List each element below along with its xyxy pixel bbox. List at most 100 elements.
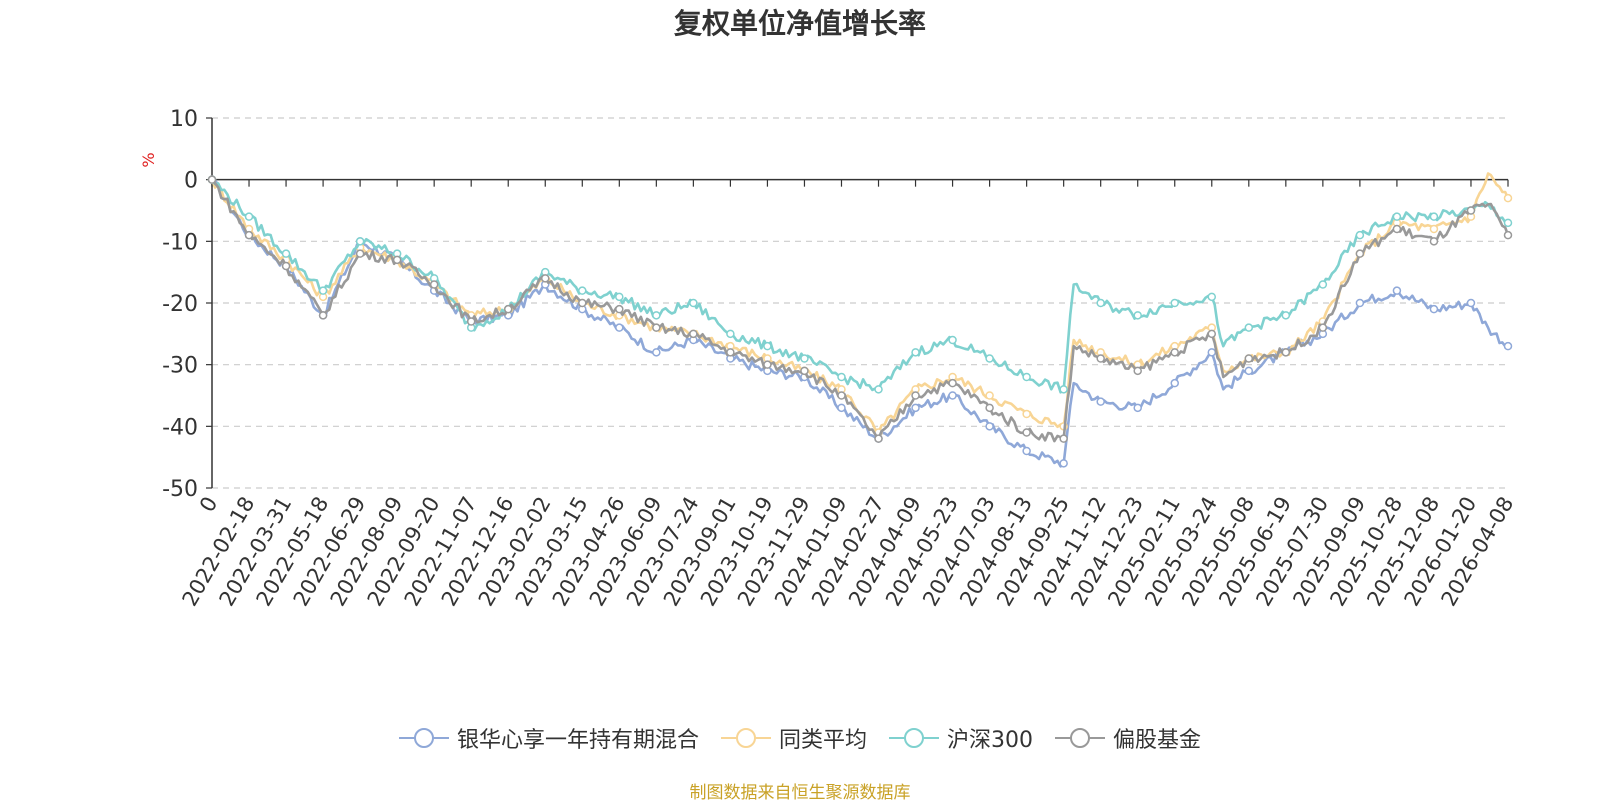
series-0-point-25 (1133, 403, 1142, 413)
series-1-point-35 (1503, 193, 1513, 203)
series-3-point-18 (874, 434, 883, 443)
legend-label-1: 同类平均 (778, 728, 867, 753)
series-3-point-28 (1244, 354, 1254, 363)
series-2-point-26 (1170, 298, 1179, 308)
series-3-point-11 (615, 304, 624, 314)
series-2-point-25 (1133, 311, 1142, 320)
series-2-point-28 (1244, 323, 1254, 332)
series-line-3 (211, 178, 1510, 443)
series-0-point-20 (948, 391, 957, 400)
series-0-point-24 (1096, 397, 1105, 406)
series-3-point-2 (281, 261, 291, 271)
x-tick-label-0: 0 (195, 493, 222, 517)
legend-label-0: 银华心享一年持有期混合 (456, 728, 699, 753)
series-2-point-30 (1318, 280, 1328, 289)
series-2-point-20 (948, 335, 957, 345)
y-tick-label-1: 0 (184, 169, 198, 194)
series-0-point-32 (1392, 286, 1402, 295)
series-3-point-4 (355, 249, 365, 258)
series-2-point-22 (1022, 372, 1031, 382)
series-2-point-24 (1096, 298, 1105, 308)
series-3-point-5 (392, 255, 402, 265)
series-3-point-33 (1429, 237, 1439, 246)
series-0-point-35 (1503, 341, 1513, 351)
series-3-point-20 (948, 378, 957, 388)
series-3-point-6 (429, 280, 439, 289)
series-3-point-0 (207, 175, 217, 184)
series-0-point-33 (1429, 304, 1439, 314)
series-2-point-10 (578, 286, 587, 295)
series-0-point-21 (985, 422, 994, 431)
series-3-point-7 (466, 317, 476, 326)
series-2-point-21 (985, 354, 994, 363)
series-0-point-34 (1466, 298, 1476, 308)
series-3-point-15 (763, 360, 772, 369)
series-1-point-21 (985, 391, 994, 400)
data-source-note: 制图数据来自恒生聚源数据库 (689, 783, 911, 803)
series-2-point-31 (1355, 230, 1365, 240)
series-3-point-26 (1170, 348, 1179, 357)
series-2-point-23 (1059, 385, 1068, 394)
series-2-point-15 (763, 341, 772, 351)
series-3-point-16 (800, 366, 809, 376)
series-3-point-22 (1022, 428, 1031, 437)
series-3-point-24 (1096, 354, 1105, 363)
series-0-point-23 (1059, 459, 1068, 468)
series-0-point-19 (911, 403, 920, 413)
legend-label-2: 沪深300 (947, 728, 1033, 753)
series-1-point-33 (1429, 224, 1439, 234)
series-3-point-13 (689, 329, 698, 339)
y-tick-label-2: -10 (162, 230, 198, 255)
series-2-point-18 (874, 385, 883, 394)
series-3-point-30 (1318, 323, 1328, 332)
y-tick-label-4: -30 (162, 354, 198, 379)
legend-swatch-0 (398, 728, 449, 748)
series-3-point-1 (244, 230, 254, 240)
series-2-point-11 (615, 292, 624, 302)
series-2-point-3 (318, 286, 328, 295)
series-3-point-29 (1281, 348, 1291, 357)
series-2-point-13 (689, 298, 698, 308)
series-3-point-19 (911, 391, 920, 400)
chart-title: 复权单位净值增长率 (673, 7, 926, 40)
legend-item-3[interactable]: 偏股基金 (1055, 722, 1201, 754)
series-2-point-35 (1503, 218, 1513, 228)
series-2-point-17 (837, 372, 846, 382)
series-3-point-8 (503, 304, 513, 314)
series-3-point-3 (318, 311, 328, 320)
series-0-point-26 (1170, 378, 1179, 388)
series-0-point-11 (615, 323, 624, 332)
series-line-2 (210, 178, 1509, 394)
series-3-point-17 (837, 391, 846, 400)
legend-item-2[interactable]: 沪深300 (889, 722, 1033, 754)
series-2-point-12 (652, 311, 661, 320)
legend-item-0[interactable]: 银华心享一年持有期混合 (398, 722, 699, 754)
series-1-point-22 (1022, 409, 1031, 419)
series-3-point-10 (578, 298, 587, 308)
series-3-point-12 (652, 323, 661, 332)
series-3-point-23 (1059, 434, 1068, 443)
series-2-point-4 (355, 237, 365, 246)
series-2-point-2 (281, 249, 291, 258)
series-0-point-31 (1355, 298, 1365, 308)
series-3-point-27 (1207, 329, 1217, 339)
series-0-point-17 (837, 403, 846, 413)
series-3-point-34 (1466, 206, 1476, 215)
legend-swatch-3 (1055, 728, 1105, 748)
y-tick-label-3: -20 (162, 292, 198, 317)
series-3-point-31 (1355, 249, 1365, 258)
series-2-point-33 (1429, 212, 1439, 221)
series-0-point-27 (1207, 348, 1217, 357)
legend-swatch-1 (720, 728, 771, 748)
legend-item-1[interactable]: 同类平均 (720, 722, 867, 754)
y-tick-label-6: -50 (162, 477, 198, 502)
series-3-point-14 (726, 348, 735, 357)
series-2-point-29 (1281, 311, 1291, 320)
series-3-point-35 (1503, 230, 1513, 240)
legend: 银华心享一年持有期混合 同类平均 沪深300 偏股基金 (0, 722, 1600, 754)
series-3-point-9 (541, 274, 550, 283)
series-0-point-12 (652, 348, 661, 357)
series-2-point-32 (1392, 212, 1402, 221)
series-2-point-19 (911, 348, 920, 357)
